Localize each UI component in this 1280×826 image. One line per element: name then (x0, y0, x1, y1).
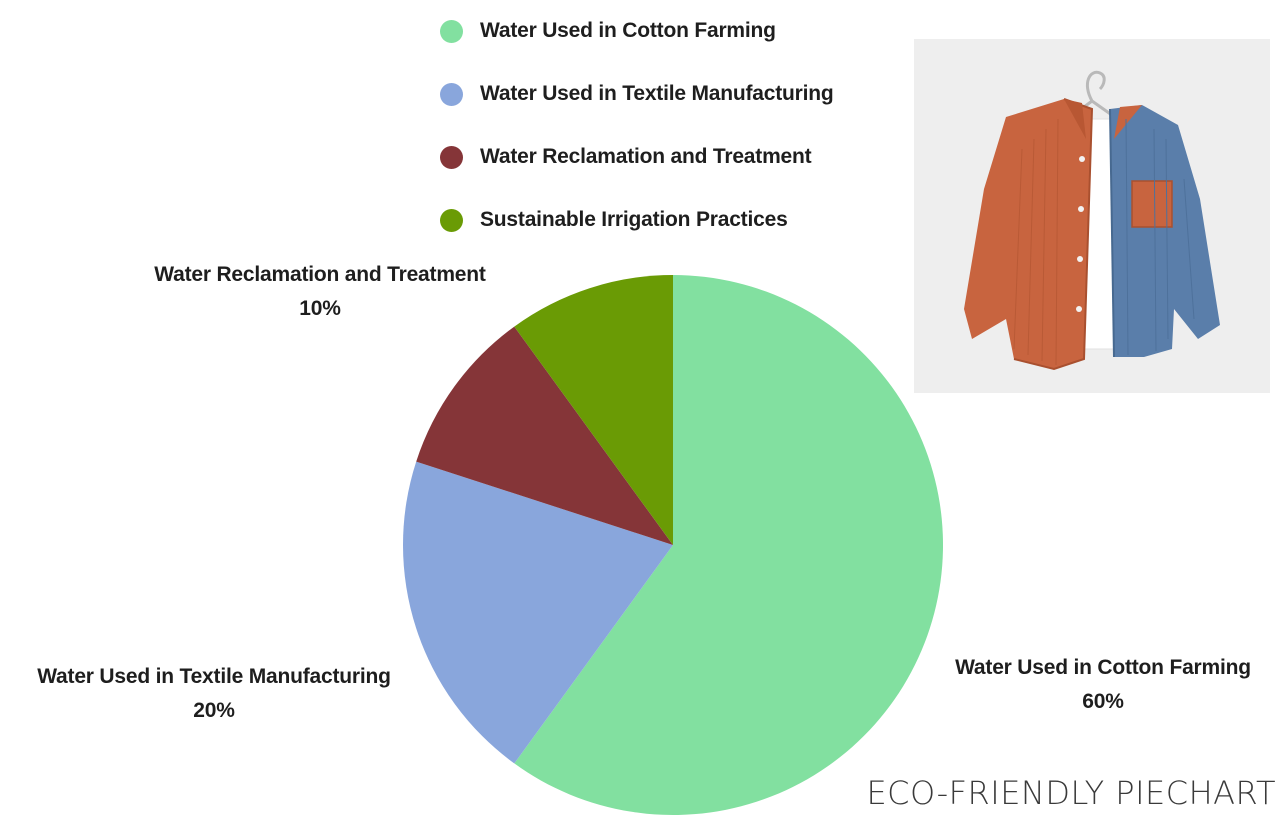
legend-label: Water Used in Cotton Farming (480, 19, 776, 42)
slice-label-textile-manufacturing: Water Used in Textile Manufacturing 20% (4, 660, 424, 728)
legend-item-cotton-farming: Water Used in Cotton Farming (436, 12, 906, 50)
shirt-on-hanger-icon (964, 70, 1220, 371)
chart-legend: Water Used in Cotton Farming Water Used … (436, 12, 906, 264)
slice-label-value: 60% (1082, 690, 1124, 713)
product-photo (914, 39, 1270, 393)
legend-item-textile-manufacturing: Water Used in Textile Manufacturing (436, 75, 906, 113)
legend-label: Sustainable Irrigation Practices (480, 208, 788, 231)
footer-caption: ECO-FRIENDLY PIECHART (866, 774, 1276, 812)
slice-label-cotton-farming: Water Used in Cotton Farming 60% (930, 651, 1276, 719)
legend-swatch (440, 145, 463, 169)
legend-swatch (440, 208, 463, 232)
legend-swatch (440, 19, 463, 43)
pie-slice-reclamation-treatment (416, 326, 673, 545)
legend-label: Water Reclamation and Treatment (480, 145, 812, 168)
slice-label-name: Water Used in Textile Manufacturing (37, 665, 391, 688)
legend-swatch (440, 82, 463, 106)
slice-label-value: 20% (193, 699, 235, 722)
slice-label-name: Water Reclamation and Treatment (154, 263, 486, 286)
legend-item-reclamation-treatment: Water Reclamation and Treatment (436, 138, 906, 176)
pie-slice-textile-manufacturing (402, 461, 673, 764)
pie-slice-irrigation-practices (514, 275, 673, 545)
slice-label-value: 10% (299, 297, 341, 320)
legend-item-irrigation-practices: Sustainable Irrigation Practices (436, 201, 906, 239)
legend-label: Water Used in Textile Manufacturing (480, 82, 834, 105)
slice-label-name: Water Used in Cotton Farming (955, 656, 1251, 679)
pie-slice-cotton-farming (514, 275, 944, 815)
slice-label-reclamation-treatment: Water Reclamation and Treatment 10% (120, 258, 520, 326)
